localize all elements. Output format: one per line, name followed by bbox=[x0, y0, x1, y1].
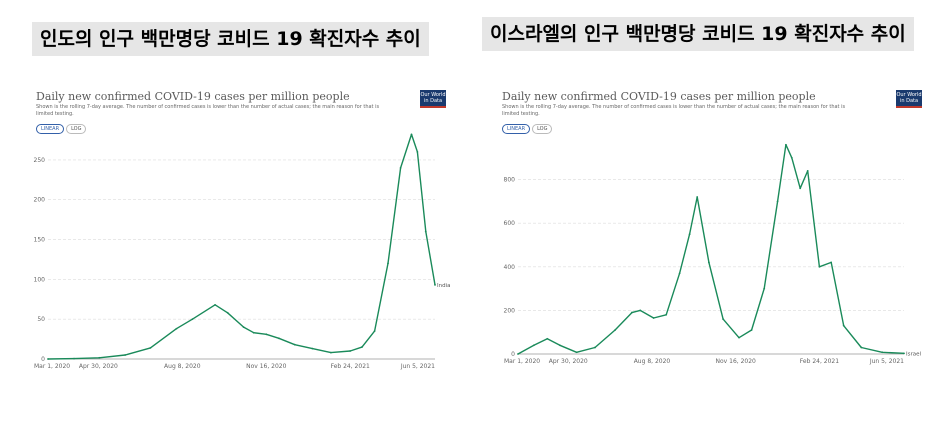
data-point bbox=[738, 336, 740, 339]
data-point bbox=[410, 133, 413, 136]
y-tick-label: 0 bbox=[511, 351, 515, 358]
india-chart-svg: 0 50 100 150 200 250 Mar 1, 2020 Apr 30, 2020 Au… bbox=[34, 133, 451, 370]
data-point bbox=[785, 143, 787, 146]
data-point bbox=[387, 262, 389, 265]
x-tick-label: Apr 30, 2020 bbox=[79, 363, 118, 370]
data-point bbox=[575, 351, 578, 354]
data-point bbox=[546, 337, 549, 340]
data-point bbox=[226, 311, 229, 314]
data-point bbox=[652, 317, 655, 319]
data-point bbox=[830, 261, 833, 264]
y-tick-label: 200 bbox=[504, 307, 516, 314]
x-tick-label: Mar 1, 2020 bbox=[504, 358, 540, 365]
data-point bbox=[818, 265, 821, 268]
data-point bbox=[558, 344, 561, 347]
data-point bbox=[776, 200, 779, 203]
chart-title: Daily new confirmed COVID-19 cases per m… bbox=[502, 90, 816, 103]
data-point bbox=[73, 357, 75, 360]
data-point bbox=[252, 331, 255, 334]
data-point bbox=[881, 351, 884, 354]
data-point bbox=[265, 333, 268, 336]
data-point bbox=[630, 311, 633, 314]
caption-israel: 이스라엘의 인구 백만명당 코비드 19 확진자수 추이 bbox=[482, 17, 914, 51]
x-tick-label: Feb 24, 2021 bbox=[331, 363, 370, 370]
x-tick-label: Nov 16, 2020 bbox=[246, 363, 287, 370]
linear-button[interactable]: LINEAR bbox=[36, 124, 65, 134]
data-point bbox=[242, 326, 245, 329]
data-point bbox=[696, 196, 699, 198]
y-tick-label: 600 bbox=[504, 220, 516, 227]
israel-chart-svg: 0 200 400 600 800 Mar 1, 2020 Apr 30, 2020 Aug … bbox=[504, 143, 922, 365]
data-point bbox=[47, 358, 49, 360]
y-tick-label: 800 bbox=[504, 177, 516, 184]
owid-logo: Our World in Data bbox=[420, 90, 446, 108]
data-point bbox=[790, 156, 793, 159]
data-point bbox=[277, 337, 280, 340]
series-label: India bbox=[437, 283, 450, 289]
data-point bbox=[806, 169, 809, 172]
data-point bbox=[903, 352, 905, 355]
x-tick-label: Mar 1, 2020 bbox=[34, 363, 70, 370]
data-point bbox=[860, 346, 863, 349]
linear-button[interactable]: LINEAR bbox=[502, 124, 531, 134]
x-tick-label: Nov 16, 2020 bbox=[716, 358, 757, 365]
caption-india: 인도의 인구 백만명당 코비드 19 확진자수 추이 bbox=[32, 22, 429, 56]
data-point bbox=[533, 344, 535, 347]
data-point bbox=[750, 329, 753, 331]
x-tick-label: Feb 24, 2021 bbox=[800, 358, 839, 365]
log-button[interactable]: LOG bbox=[532, 124, 553, 134]
data-point bbox=[124, 354, 127, 356]
series-label: Israel bbox=[906, 351, 922, 357]
chart-panel-israel: Daily new confirmed COVID-19 cases per m… bbox=[496, 88, 926, 373]
data-point bbox=[149, 346, 152, 349]
series-line-india bbox=[47, 133, 436, 360]
data-point bbox=[678, 272, 681, 275]
data-point bbox=[330, 351, 332, 354]
data-point bbox=[191, 318, 194, 321]
data-point bbox=[434, 284, 436, 286]
data-point bbox=[517, 353, 519, 355]
y-tick-label: 400 bbox=[504, 264, 516, 271]
y-tick-label: 0 bbox=[41, 356, 45, 363]
data-point bbox=[763, 287, 766, 290]
series-line-israel bbox=[517, 144, 905, 355]
data-point bbox=[424, 230, 427, 233]
data-point bbox=[98, 356, 101, 359]
owid-logo: Our World in Data bbox=[896, 90, 922, 108]
data-point bbox=[708, 261, 710, 264]
x-tick-label: Aug 8, 2020 bbox=[164, 363, 201, 370]
y-tick-label: 50 bbox=[37, 316, 45, 323]
data-point bbox=[399, 166, 402, 169]
data-point bbox=[175, 327, 178, 330]
chart-subtitle: Shown is the rolling 7-day average. The … bbox=[36, 104, 380, 117]
x-tick-label: Aug 8, 2020 bbox=[634, 358, 671, 365]
data-point bbox=[639, 309, 642, 312]
y-tick-label: 250 bbox=[34, 157, 46, 164]
chart-panel-india: Daily new confirmed COVID-19 cases per m… bbox=[30, 88, 451, 373]
y-tick-label: 100 bbox=[34, 276, 46, 283]
log-button[interactable]: LOG bbox=[66, 124, 87, 134]
x-tick-label: Jun 5, 2021 bbox=[869, 358, 904, 365]
y-tick-label: 200 bbox=[34, 197, 46, 204]
x-tick-label: Jun 5, 2021 bbox=[400, 363, 435, 370]
data-point bbox=[665, 313, 668, 316]
data-point bbox=[594, 346, 596, 349]
data-point bbox=[311, 347, 314, 350]
data-point bbox=[688, 233, 691, 236]
data-point bbox=[842, 324, 845, 327]
chart-subtitle: Shown is the rolling 7-day average. The … bbox=[502, 104, 846, 117]
data-point bbox=[293, 343, 296, 346]
data-point bbox=[361, 346, 363, 348]
data-point bbox=[349, 350, 352, 352]
data-point bbox=[614, 329, 617, 331]
x-tick-label: Apr 30, 2020 bbox=[549, 358, 588, 365]
chart-title: Daily new confirmed COVID-19 cases per m… bbox=[36, 90, 350, 103]
data-point bbox=[416, 151, 419, 153]
data-point bbox=[799, 187, 802, 190]
data-point bbox=[214, 303, 216, 306]
data-point bbox=[373, 330, 376, 333]
data-point bbox=[722, 318, 725, 321]
y-tick-label: 150 bbox=[34, 237, 46, 244]
